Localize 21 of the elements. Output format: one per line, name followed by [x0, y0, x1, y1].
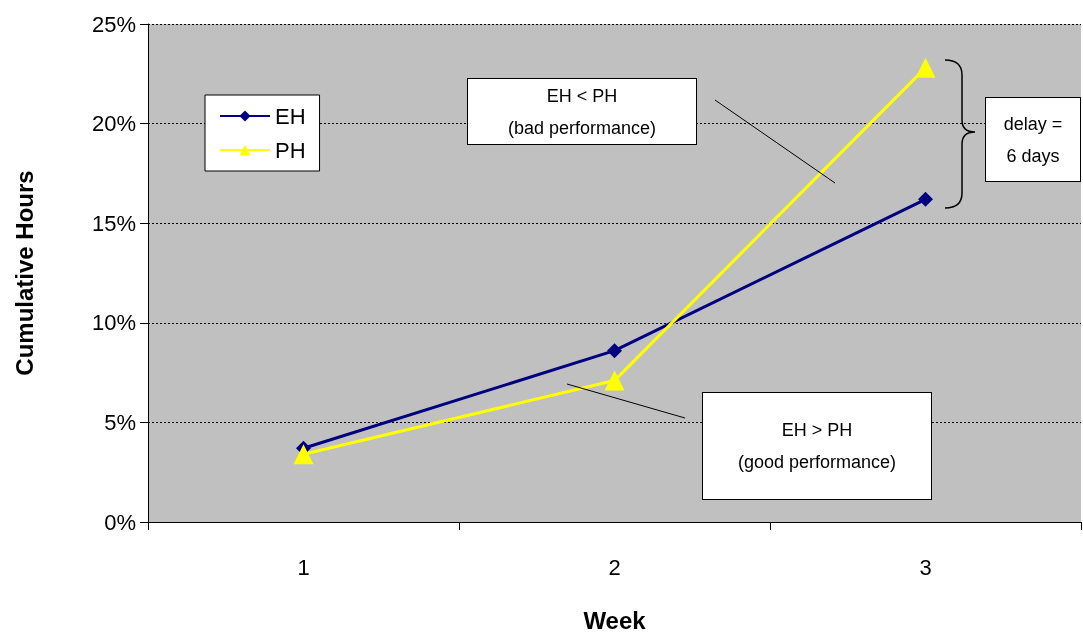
- point: [607, 343, 622, 359]
- y-axis-title: Cumulative Hours: [10, 170, 38, 376]
- callout-box: EH > PH (good performance): [702, 392, 932, 500]
- y-tick-label: 25%: [91, 11, 136, 37]
- y-tick-label: 20%: [91, 111, 136, 137]
- y-tick-label: 5%: [104, 409, 136, 435]
- x-tick-label: 3: [919, 554, 932, 580]
- y-tick-label: 15%: [91, 210, 136, 236]
- x-tick-label: 2: [608, 554, 621, 580]
- y-tick-label: 0%: [104, 509, 136, 535]
- legend-label: EH: [275, 103, 306, 129]
- point: [293, 444, 314, 465]
- point: [604, 370, 625, 391]
- x-tick-label: 1: [297, 554, 310, 580]
- callout-box: EH < PH (bad performance): [467, 78, 697, 145]
- legend-label: PH: [275, 137, 306, 163]
- point: [918, 191, 933, 207]
- x-axis-title: Week: [583, 606, 647, 634]
- y-tick-label: 10%: [91, 310, 136, 336]
- point: [915, 57, 936, 78]
- callout-box: delay = 6 days: [985, 97, 1081, 182]
